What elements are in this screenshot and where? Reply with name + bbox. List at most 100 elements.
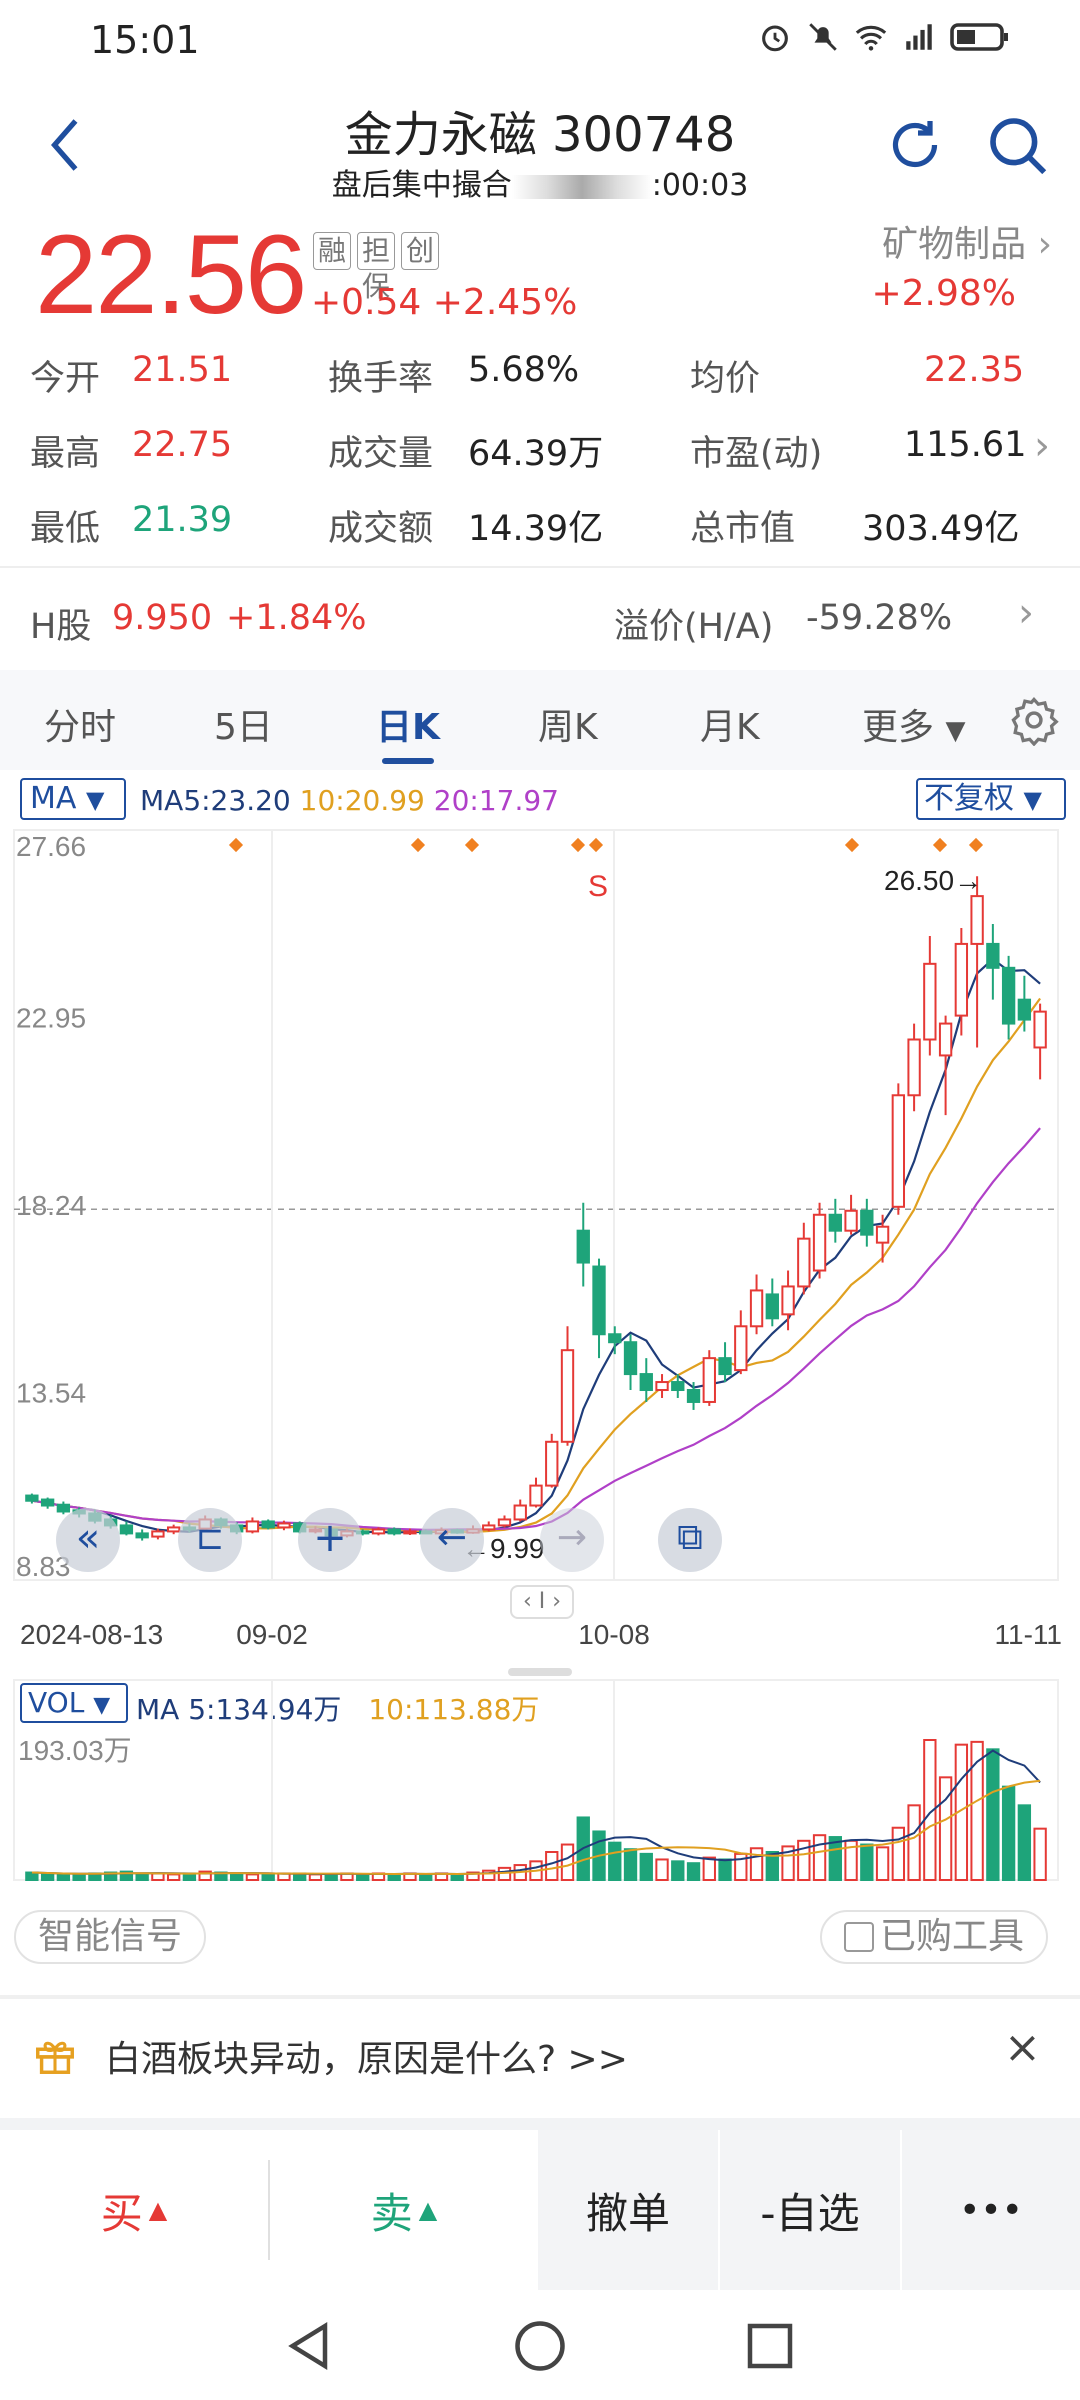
- volume-bar: [765, 1851, 779, 1881]
- signal-marker: [228, 837, 244, 853]
- more-button[interactable]: •••: [902, 2130, 1080, 2290]
- news-banner[interactable]: 白酒板块异动，原因是什么? >> ×: [0, 2000, 1080, 2110]
- x-tick-label: 10-08: [578, 1619, 650, 1650]
- high-label: 最高: [30, 434, 101, 474]
- zoom-out-button[interactable]: ⊏: [178, 1508, 242, 1572]
- settings-gear-icon[interactable]: [1008, 694, 1060, 746]
- tag-collateral: 担保: [357, 232, 396, 303]
- alarm-icon: [762, 25, 788, 52]
- dropdown-triangle-icon: ▼: [85, 786, 105, 814]
- pe-value: 115.61: [904, 425, 1027, 465]
- smart-signal-button[interactable]: 智能信号: [14, 1910, 207, 1964]
- candle-body: [545, 1440, 559, 1487]
- vol-select[interactable]: VOL ▼: [20, 1683, 128, 1723]
- candle-body: [986, 942, 1000, 969]
- close-icon[interactable]: ×: [1004, 2022, 1041, 2073]
- watchlist-button[interactable]: -自选: [720, 2130, 900, 2290]
- stats-row-1: 今开 21.51 换手率 5.68% 均价 22.35: [0, 350, 1080, 410]
- tab-intraday[interactable]: 分时: [44, 707, 117, 748]
- zoom-in-button[interactable]: +: [298, 1508, 362, 1572]
- search-icon[interactable]: [985, 113, 1049, 177]
- premium-value: -59.28%: [806, 598, 953, 638]
- sell-signal-label: S: [588, 870, 608, 903]
- candle-body: [277, 1522, 291, 1529]
- tag-margin: 融: [313, 232, 352, 270]
- volume-bar: [151, 1872, 165, 1882]
- candle-body: [749, 1289, 764, 1328]
- volume-bar: [135, 1873, 149, 1882]
- y-tick-label: 18.24: [16, 1190, 86, 1221]
- trade-bar: 买 ▲ 卖 ▲ 撤单 -自选 •••: [0, 2130, 1080, 2290]
- candle-body: [529, 1484, 543, 1507]
- tab-monthly-k[interactable]: 月K: [700, 707, 760, 748]
- avg-label: 均价: [690, 359, 761, 399]
- volume-bar: [781, 1845, 795, 1882]
- chart-drag-handle[interactable]: ‹ I ›: [510, 1585, 574, 1619]
- tab-daily-k[interactable]: 日K: [376, 707, 440, 748]
- tab-more[interactable]: 更多 ▼: [862, 707, 966, 748]
- refresh-icon[interactable]: [885, 115, 945, 175]
- fullscreen-button[interactable]: ⧉: [658, 1508, 722, 1572]
- nav-recents-icon[interactable]: [740, 2316, 800, 2376]
- stock-title: 金力永磁 300748: [344, 107, 736, 163]
- volume-bar: [686, 1862, 701, 1881]
- candle-body: [860, 1209, 874, 1236]
- scroll-left-fast-button[interactable]: «: [56, 1508, 120, 1572]
- high-value: 22.75: [132, 425, 233, 465]
- signal-marker: [570, 837, 586, 853]
- candle-body: [655, 1381, 669, 1392]
- mute-icon: [809, 23, 837, 51]
- volume-bar: [797, 1839, 811, 1882]
- volume-bar: [970, 1740, 984, 1882]
- volume-bar: [938, 1776, 953, 1882]
- candle-body: [387, 1528, 401, 1535]
- scroll-right-button[interactable]: →: [540, 1508, 604, 1572]
- vol-legend: MA 5:134.94万 10:113.88万: [136, 1688, 539, 1728]
- volume-bar: [56, 1873, 71, 1882]
- ma20-line: [31, 1127, 1041, 1531]
- adjust-select[interactable]: 不复权 ▼: [916, 778, 1066, 820]
- candle-body: [497, 1518, 512, 1527]
- candle-body: [371, 1528, 386, 1535]
- nav-home-icon[interactable]: [510, 2316, 570, 2376]
- divider: [268, 2160, 270, 2260]
- hshare-row[interactable]: H股 9.950 +1.84% 溢价(H/A) -59.28% ›: [0, 568, 1080, 668]
- candle-body: [151, 1530, 165, 1538]
- volume-bar: [324, 1873, 338, 1882]
- candle-body: [828, 1213, 842, 1232]
- scroll-left-button[interactable]: ←: [420, 1508, 484, 1572]
- candle-body: [166, 1526, 181, 1533]
- chevron-right-icon[interactable]: ›: [1018, 590, 1034, 636]
- signal-marker: [932, 837, 948, 853]
- sell-button[interactable]: 卖 ▲: [370, 2188, 438, 2238]
- tab-5day[interactable]: 5日: [214, 707, 273, 748]
- stats-row-2[interactable]: 最高 22.75 成交量 64.39万 市盈(动) 115.61 ›: [0, 423, 1080, 485]
- candle-body: [608, 1333, 622, 1344]
- up-triangle-icon: ▲: [148, 2196, 168, 2224]
- divider: [0, 2118, 1080, 2130]
- nav-back-icon[interactable]: [280, 2316, 340, 2376]
- sector-link[interactable]: 矿物制品 › +2.98%: [871, 215, 1052, 314]
- cancel-order-button[interactable]: 撤单: [538, 2130, 718, 2290]
- pane-resize-handle[interactable]: [508, 1668, 572, 1676]
- purchased-tools-button[interactable]: 已购工具: [820, 1910, 1049, 1964]
- turnover-value: 5.68%: [468, 350, 580, 390]
- volume-value: 64.39万: [468, 434, 604, 474]
- open-value: 21.51: [132, 350, 233, 390]
- ma-select[interactable]: MA ▼: [20, 778, 126, 820]
- tab-weekly-k[interactable]: 周K: [538, 707, 598, 748]
- buy-button[interactable]: 买 ▲: [100, 2188, 168, 2238]
- candle-body: [970, 895, 984, 945]
- candle-body: [592, 1265, 606, 1336]
- volume-bar: [860, 1843, 874, 1881]
- volume-bar: [923, 1739, 937, 1881]
- chevron-right-icon[interactable]: ›: [1034, 423, 1050, 469]
- volume-bar: [875, 1846, 890, 1882]
- volume-bar: [230, 1872, 244, 1882]
- dropdown-triangle-icon: ▼: [945, 716, 966, 746]
- volume-bar: [828, 1836, 842, 1881]
- pe-label: 市盈(动): [690, 434, 823, 474]
- vol-ma10-value: 10:113.88万: [368, 1693, 540, 1726]
- back-icon[interactable]: [40, 115, 90, 175]
